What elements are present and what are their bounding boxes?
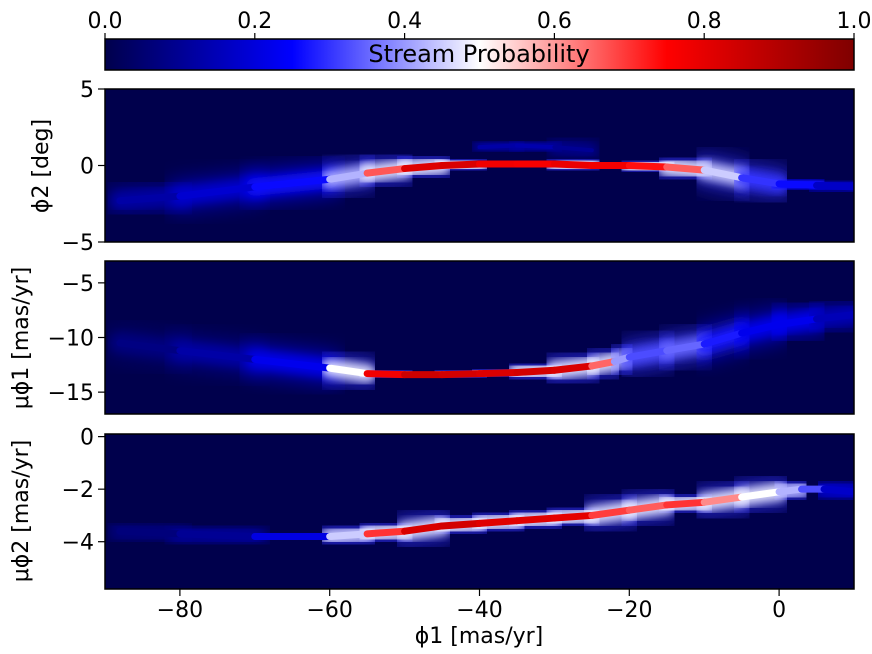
density-core-segment — [700, 329, 746, 348]
density-core-segment — [176, 530, 259, 540]
panel-mu-phi2-ylabel: μϕ2 [mas/yr] — [9, 440, 34, 583]
density-core-segment — [326, 364, 371, 378]
density-core-segment — [251, 355, 334, 372]
panel-phi2: 5 0 −5 ϕ2 [deg] — [29, 78, 855, 256]
density-core-segment — [820, 485, 854, 496]
colorbar-label: Stream Probability — [368, 40, 589, 68]
density-core-segment — [326, 530, 371, 540]
x-axis-label: ϕ1 [mas/yr] — [415, 624, 544, 649]
density-core-segment — [663, 163, 708, 174]
density-core-segment — [513, 366, 558, 376]
density-core-segment — [625, 162, 671, 171]
density-core-segment — [550, 160, 596, 169]
density-core-segment — [176, 183, 259, 200]
density-core-segment — [775, 485, 806, 496]
x-tick-label: −40 — [456, 598, 502, 623]
y-tick-label: −15 — [48, 381, 94, 406]
y-tick-label: −2 — [62, 478, 94, 503]
colorbar-tick-label: 0.8 — [687, 9, 722, 34]
density-core-segment — [251, 175, 334, 191]
density-core-segment — [550, 511, 596, 522]
y-tick-label: −5 — [62, 272, 94, 297]
x-tick-label: −60 — [306, 598, 352, 623]
colorbar: Stream Probability 0.0 0.2 0.4 0.6 0.8 1.0 — [88, 9, 872, 71]
density-core-segment — [401, 522, 446, 535]
density-core-segment — [625, 501, 671, 514]
density-core-segment — [363, 165, 409, 177]
density-core-segment — [700, 166, 746, 182]
colorbar-tick-label: 0.2 — [237, 9, 272, 34]
density-core-segment — [116, 527, 184, 538]
density-core-segment — [513, 514, 558, 525]
x-tick-label: −20 — [606, 598, 652, 623]
density-core-segment — [738, 174, 783, 188]
panel-phi2-density — [105, 134, 854, 218]
density-core-segment — [588, 506, 633, 519]
x-tick-label: 0 — [772, 598, 786, 623]
density-core-segment — [550, 362, 596, 374]
colorbar-ticks: 0.0 0.2 0.4 0.6 0.8 1.0 — [88, 9, 872, 39]
panel-mu-phi2-density — [105, 472, 854, 554]
density-core-segment — [326, 169, 371, 183]
density-core-segment — [363, 527, 409, 538]
density-core-segment — [813, 181, 854, 191]
colorbar-tick-label: 1.0 — [837, 9, 872, 34]
density-core-segment — [176, 347, 259, 363]
y-tick-label: −10 — [48, 327, 94, 352]
panel-phi2-yticks: 5 0 −5 — [62, 78, 105, 256]
density-core-segment — [738, 488, 783, 501]
density-core-segment — [476, 517, 521, 527]
density-core-segment — [116, 192, 184, 205]
density-core-segment — [775, 315, 821, 328]
panel-mu-phi2: 0 −2 −4 μϕ2 [mas/yr] — [9, 426, 855, 590]
density-core-segment — [401, 162, 446, 173]
density-core-segment — [588, 358, 618, 370]
x-axis-ticks: −80 −60 −40 −20 0 — [157, 589, 786, 623]
y-tick-label: 5 — [80, 78, 94, 103]
panel-mu-phi1-yticks: −5 −10 −15 — [48, 272, 105, 406]
colorbar-tick-label: 0.0 — [88, 9, 123, 34]
colorbar-tick-label: 0.4 — [387, 9, 422, 34]
density-core-segment — [477, 143, 519, 150]
panel-mu-phi1-ylabel: μϕ1 [mas/yr] — [9, 267, 34, 410]
density-core-segment — [700, 493, 746, 506]
colorbar-tick-label: 0.6 — [537, 9, 572, 34]
density-core-segment — [663, 498, 708, 509]
density-core-segment — [738, 320, 783, 337]
y-tick-label: −5 — [62, 231, 94, 256]
density-core-segment — [476, 368, 521, 378]
density-core-segment — [438, 160, 483, 169]
panel-mu-phi1: −5 −10 −15 μϕ1 [mas/yr] — [9, 260, 855, 415]
x-tick-label: −80 — [157, 598, 203, 623]
density-core-segment — [625, 347, 671, 361]
y-tick-label: 0 — [80, 426, 94, 451]
density-core-segment — [116, 339, 184, 355]
density-core-segment — [813, 311, 854, 323]
y-tick-label: −4 — [62, 531, 94, 556]
y-tick-label: 0 — [80, 155, 94, 180]
density-core-segment — [663, 340, 708, 355]
colorbar-gradient — [104, 38, 855, 71]
density-core-segment — [438, 519, 483, 530]
panel-mu-phi1-density — [105, 297, 854, 392]
panel-phi2-ylabel: ϕ2 [deg] — [29, 119, 54, 213]
panel-mu-phi2-yticks: 0 −2 −4 — [62, 426, 105, 556]
density-core-segment — [775, 180, 821, 189]
density-core-segment — [438, 370, 483, 379]
density-core-segment — [514, 143, 557, 150]
density-core-segment — [363, 370, 409, 379]
